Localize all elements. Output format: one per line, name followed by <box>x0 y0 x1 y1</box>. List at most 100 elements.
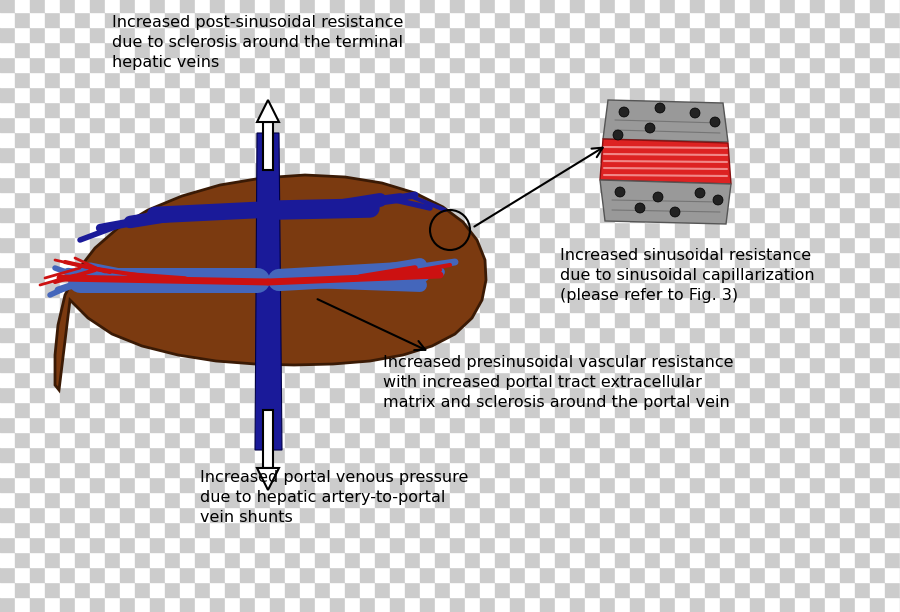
Bar <box>555 372 570 387</box>
Bar <box>195 402 210 417</box>
Bar <box>435 87 450 102</box>
Bar <box>255 567 270 582</box>
Bar <box>390 72 405 87</box>
Bar <box>690 522 705 537</box>
Bar <box>660 462 675 477</box>
Bar <box>285 597 300 612</box>
Bar <box>630 567 645 582</box>
Bar <box>735 207 750 222</box>
Bar <box>195 432 210 447</box>
Bar <box>210 597 225 612</box>
Bar <box>585 447 600 462</box>
Bar <box>420 87 435 102</box>
Bar <box>330 567 345 582</box>
Bar <box>675 177 690 192</box>
Bar <box>660 447 675 462</box>
Bar <box>285 387 300 402</box>
Bar <box>615 177 630 192</box>
Bar <box>465 87 480 102</box>
Bar <box>660 132 675 147</box>
Bar <box>150 372 165 387</box>
Bar <box>165 492 180 507</box>
Bar <box>825 357 840 372</box>
Bar <box>375 222 390 237</box>
Bar <box>840 237 855 252</box>
Bar <box>270 237 285 252</box>
Bar <box>210 147 225 162</box>
Bar <box>720 117 735 132</box>
Bar <box>180 132 195 147</box>
Bar <box>495 387 510 402</box>
Bar <box>255 447 270 462</box>
Bar <box>510 537 525 552</box>
Bar <box>165 327 180 342</box>
Bar <box>555 12 570 27</box>
Bar <box>735 27 750 42</box>
Bar <box>465 402 480 417</box>
Bar <box>315 27 330 42</box>
Bar <box>630 492 645 507</box>
Bar <box>825 12 840 27</box>
Bar <box>225 237 240 252</box>
Bar <box>225 477 240 492</box>
Bar <box>480 72 495 87</box>
Bar <box>555 267 570 282</box>
Bar <box>270 582 285 597</box>
Bar <box>870 222 885 237</box>
Bar <box>15 27 30 42</box>
Bar <box>450 147 465 162</box>
Bar <box>45 177 60 192</box>
Bar <box>765 567 780 582</box>
Bar <box>795 0 810 12</box>
Bar <box>630 597 645 612</box>
Bar <box>375 117 390 132</box>
Bar <box>360 12 375 27</box>
Bar <box>600 417 615 432</box>
Bar <box>525 402 540 417</box>
Bar <box>195 312 210 327</box>
Bar <box>285 552 300 567</box>
Bar <box>345 0 360 12</box>
Bar <box>15 477 30 492</box>
Bar <box>210 387 225 402</box>
Bar <box>675 402 690 417</box>
Bar <box>240 432 255 447</box>
Bar <box>225 357 240 372</box>
Bar <box>795 267 810 282</box>
Bar <box>855 237 870 252</box>
Circle shape <box>635 203 645 213</box>
Bar <box>870 252 885 267</box>
Bar <box>225 552 240 567</box>
Bar <box>240 597 255 612</box>
Bar <box>480 132 495 147</box>
Bar <box>0 447 15 462</box>
Bar <box>390 567 405 582</box>
Bar <box>765 582 780 597</box>
Bar <box>75 0 90 12</box>
Bar <box>795 87 810 102</box>
Bar <box>360 162 375 177</box>
Bar <box>765 252 780 267</box>
Bar <box>660 582 675 597</box>
Bar <box>30 522 45 537</box>
Bar <box>540 267 555 282</box>
Bar <box>735 177 750 192</box>
Bar <box>570 462 585 477</box>
Bar <box>600 372 615 387</box>
Bar <box>585 552 600 567</box>
Bar <box>45 147 60 162</box>
Bar <box>645 462 660 477</box>
Bar <box>345 192 360 207</box>
Bar <box>420 417 435 432</box>
Bar <box>150 237 165 252</box>
Bar <box>495 117 510 132</box>
Bar <box>75 552 90 567</box>
Bar <box>240 27 255 42</box>
Bar <box>300 162 315 177</box>
Bar <box>105 57 120 72</box>
Bar <box>450 12 465 27</box>
Bar <box>195 0 210 12</box>
Bar <box>435 417 450 432</box>
Bar <box>420 192 435 207</box>
Bar <box>630 237 645 252</box>
